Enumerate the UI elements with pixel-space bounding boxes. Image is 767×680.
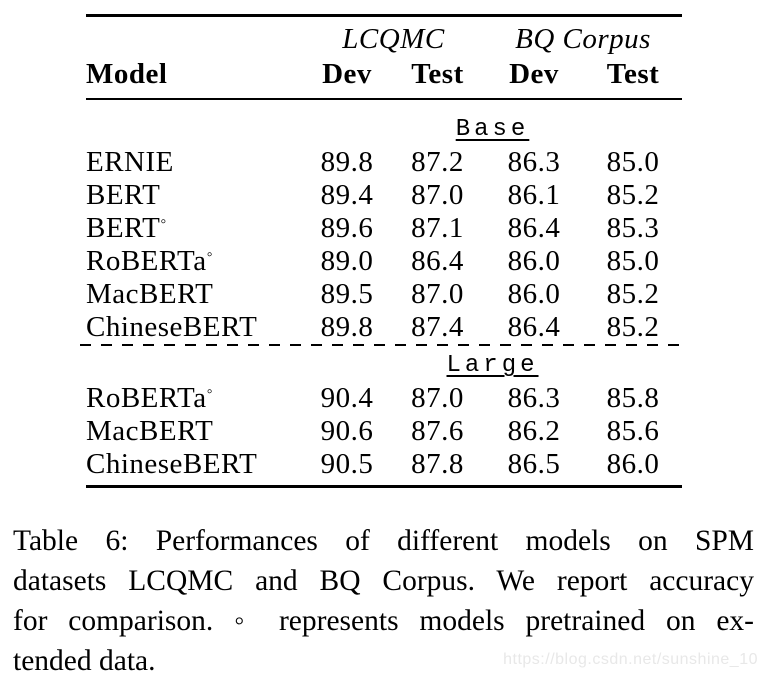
score-cell: 87.2 [411,146,464,178]
score-cell: 85.6 [606,415,660,447]
score-cell: 87.0 [411,382,464,414]
column-group-lcqmc: LCQMC [342,23,445,55]
score-cell: 87.8 [411,448,464,480]
column-header-bq-test: Test [606,58,660,90]
section-label-spacer [86,344,303,382]
section-label: Base [455,116,530,143]
score-cell: 87.4 [411,311,464,343]
section-label: Large [446,352,539,379]
score-cell: 90.6 [320,415,374,447]
column-header-bq-dev: Dev [509,58,559,90]
results-table: LCQMC BQ Corpus Model Dev Test Dev Test … [86,17,682,481]
table-row: BERT◦ 89.6 87.1 86.4 85.3 [86,212,682,245]
table-section-base: Base ERNIE 89.8 87.2 86.3 85.0 BERT 89.4 87.0 86.… [86,98,682,344]
score-cell: 86.0 [606,448,660,480]
score-cell: 86.0 [507,278,561,310]
model-name-cell: BERT [86,179,161,211]
score-cell: 87.0 [411,278,464,310]
group-header-spacer [86,17,303,57]
table-row: ERNIE 89.8 87.2 86.3 85.0 [86,146,682,179]
table-caption: Table 6: Performances of different model… [13,521,754,680]
score-cell: 86.3 [507,382,561,414]
table-row: BERT 89.4 87.0 86.1 85.2 [86,179,682,212]
score-cell: 87.1 [411,212,464,244]
table-bottom-rule [86,485,682,488]
table-header-row: Model Dev Test Dev Test [86,57,682,98]
table-top-rule [86,14,682,17]
table-row: ChineseBERT 89.8 87.4 86.4 85.2 [86,311,682,344]
score-cell: 90.5 [320,448,374,480]
caption-line: for comparison. ◦ represents models pret… [13,605,754,637]
table-header-rule [86,98,682,100]
model-name-cell: MacBERT [86,278,214,310]
caption-line: Table 6: Performances of different model… [13,525,754,557]
score-cell: 86.4 [411,245,464,277]
model-name-cell: ERNIE [86,146,174,178]
model-name-cell: RoBERTa◦ [86,381,213,414]
score-cell: 89.5 [320,278,374,310]
score-cell: 86.2 [507,415,561,447]
model-name-cell: BERT◦ [86,211,167,244]
model-name-cell: MacBERT [86,415,214,447]
score-cell: 89.8 [320,311,374,343]
caption-line: datasets LCQMC and BQ Corpus. We report … [13,565,754,597]
score-cell: 89.6 [320,212,374,244]
score-cell: 85.3 [606,212,660,244]
table-group-header-row: LCQMC BQ Corpus [86,17,682,57]
score-cell: 85.2 [606,179,660,211]
column-group-bq-corpus: BQ Corpus [515,23,651,55]
score-cell: 85.2 [606,278,660,310]
score-cell: 89.0 [320,245,374,277]
table-row: RoBERTa◦ 89.0 86.4 86.0 85.0 [86,245,682,278]
extended-data-marker: ◦ [206,381,213,401]
model-name-cell: ChineseBERT [86,311,258,343]
table-section-dashed-rule [80,344,688,346]
score-cell: 85.0 [606,146,660,178]
score-cell: 85.0 [606,245,660,277]
score-cell: 87.6 [411,415,464,447]
section-label-spacer [86,98,303,146]
score-cell: 86.4 [507,311,561,343]
score-cell: 86.4 [507,212,561,244]
score-cell: 90.4 [320,382,374,414]
caption-line: tended data. [13,645,156,677]
section-label-row: Large [86,344,682,382]
table-row: MacBERT 89.5 87.0 86.0 85.2 [86,278,682,311]
score-cell: 86.3 [507,146,561,178]
column-header-lcqmc-dev: Dev [322,58,372,90]
score-cell: 85.8 [606,382,660,414]
column-header-lcqmc-test: Test [411,58,464,90]
model-name-cell: RoBERTa◦ [86,244,213,277]
section-label-row: Base [86,98,682,146]
table-row: ChineseBERT 90.5 87.8 86.5 86.0 [86,448,682,481]
table-row: RoBERTa◦ 90.4 87.0 86.3 85.8 [86,382,682,415]
score-cell: 87.0 [411,179,464,211]
score-cell: 86.1 [507,179,561,211]
model-name-cell: ChineseBERT [86,448,258,480]
score-cell: 85.2 [606,311,660,343]
score-cell: 86.5 [507,448,561,480]
score-cell: 89.8 [320,146,374,178]
table-row: MacBERT 90.6 87.6 86.2 85.6 [86,415,682,448]
column-header-model: Model [86,58,168,90]
extended-data-marker: ◦ [206,244,213,264]
csdn-watermark: https://blog.csdn.net/sunshine_10 [503,651,758,668]
table-section-large: Large RoBERTa◦ 90.4 87.0 86.3 85.8 MacBERT 90.6… [86,344,682,481]
score-cell: 86.0 [507,245,561,277]
score-cell: 89.4 [320,179,374,211]
extended-data-marker: ◦ [160,211,167,231]
